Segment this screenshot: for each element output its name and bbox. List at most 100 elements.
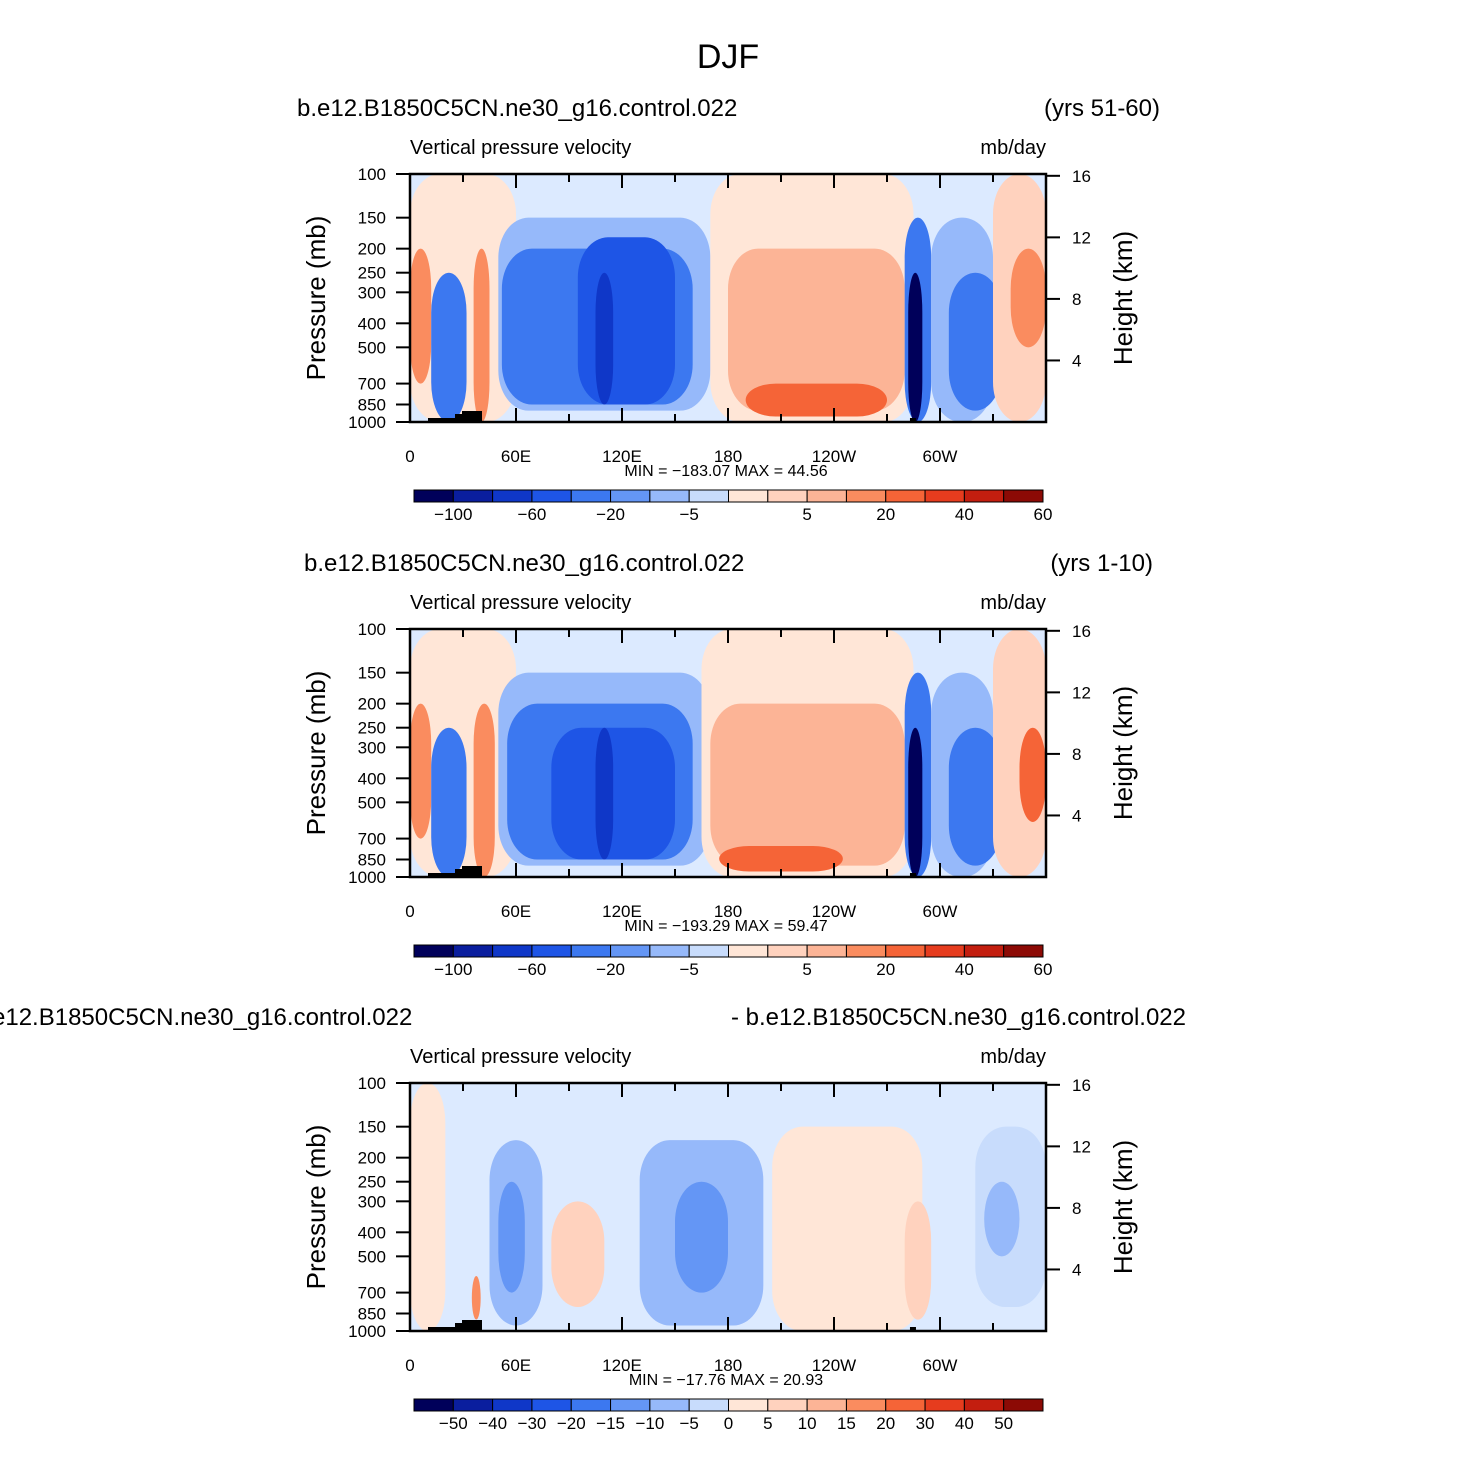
y-right-tick-label: 12 — [1072, 228, 1091, 247]
contour-region — [410, 248, 432, 384]
y-tick-label: 150 — [358, 664, 386, 683]
colorbar-box — [767, 489, 808, 503]
colorbar-box — [728, 1398, 769, 1412]
y-right-tick-label: 8 — [1072, 290, 1081, 309]
y-axis-label: Pressure (mb) — [301, 1125, 331, 1290]
colorbar-label: −20 — [596, 960, 625, 979]
contour-region — [410, 703, 432, 839]
colorbar-label: 60 — [1034, 960, 1053, 979]
contour-region — [904, 1201, 932, 1320]
plot-variable-label: Vertical pressure velocity — [410, 1046, 631, 1068]
colorbar-label: 20 — [876, 960, 895, 979]
x-tick-label: 120E — [602, 1356, 642, 1375]
x-tick-label: 60W — [923, 1356, 958, 1375]
x-tick-label: 60W — [923, 447, 958, 466]
x-tick-label: 60E — [501, 447, 531, 466]
y-right-tick-label: 4 — [1072, 806, 1081, 825]
x-tick-label: 120E — [602, 902, 642, 921]
y-tick-label: 300 — [358, 738, 386, 757]
colorbar-label: −20 — [557, 1414, 586, 1433]
x-tick-label: 120W — [812, 447, 856, 466]
y-right-tick-label: 16 — [1072, 1076, 1091, 1095]
x-tick-label: 120W — [812, 1356, 856, 1375]
min-max-text: MIN = −183.07 MAX = 44.56 — [624, 463, 827, 480]
plot-variable-label: Vertical pressure velocity — [410, 592, 631, 614]
contour-region — [984, 1181, 1020, 1257]
contour-region — [1010, 248, 1046, 348]
panel-right-title: - b.e12.B1850C5CN.ne30_g16.control.022 — [731, 1004, 1186, 1031]
colorbar-box — [649, 944, 690, 958]
colorbar-box — [492, 1398, 533, 1412]
x-tick-label: 120W — [812, 902, 856, 921]
colorbar-box — [688, 1398, 729, 1412]
y-tick-label: 700 — [358, 375, 386, 394]
colorbar-box — [531, 1398, 572, 1412]
x-tick-label: 180 — [714, 902, 742, 921]
colorbar-box — [885, 944, 926, 958]
contour-region — [551, 1201, 605, 1307]
colorbar-box — [531, 944, 572, 958]
y-right-tick-label: 4 — [1072, 1260, 1081, 1279]
colorbar-box — [570, 489, 612, 503]
colorbar-label: −15 — [596, 1414, 625, 1433]
colorbar-label: 10 — [798, 1414, 817, 1433]
colorbar-box — [1003, 944, 1044, 958]
colorbar-box — [963, 944, 1005, 958]
contour-region — [948, 272, 1002, 411]
colorbar-box — [845, 1398, 887, 1412]
y-right-axis-label: Height (km) — [1108, 1140, 1138, 1274]
y-tick-label: 500 — [358, 338, 386, 357]
x-tick-label: 180 — [714, 1356, 742, 1375]
colorbar-box — [413, 1398, 454, 1412]
colorbar-box — [767, 944, 808, 958]
colorbar-label: 40 — [955, 1414, 974, 1433]
colorbar-box — [452, 489, 494, 503]
x-tick-label: 0 — [405, 447, 414, 466]
y-tick-label: 500 — [358, 1247, 386, 1266]
panel-left-title: b.e12.B1850C5CN.ne30_g16.control.022 — [304, 550, 744, 577]
contour-region — [498, 1181, 525, 1293]
colorbar-box — [452, 1398, 494, 1412]
y-tick-label: 400 — [358, 1223, 386, 1242]
contour-field — [410, 1083, 1046, 1331]
colorbar-box — [845, 489, 887, 503]
contour-region — [745, 383, 887, 417]
colorbar-box — [806, 489, 847, 503]
contour-region — [728, 248, 905, 411]
plot-units-label: mb/day — [980, 592, 1046, 614]
colorbar-box — [806, 944, 847, 958]
y-tick-label: 150 — [358, 209, 386, 228]
y-right-tick-label: 12 — [1072, 683, 1091, 702]
colorbar-box — [963, 489, 1005, 503]
colorbar-label: 5 — [763, 1414, 772, 1433]
colorbar-label: 30 — [916, 1414, 935, 1433]
colorbar-box — [885, 489, 926, 503]
y-tick-label: 100 — [358, 620, 386, 639]
colorbar-label: −40 — [478, 1414, 507, 1433]
y-right-tick-label: 4 — [1072, 351, 1081, 370]
y-tick-label: 250 — [358, 1173, 386, 1192]
colorbar-box — [688, 944, 729, 958]
y-tick-label: 200 — [358, 695, 386, 714]
colorbar-label: 15 — [837, 1414, 856, 1433]
colorbar-label: 40 — [955, 505, 974, 524]
x-tick-label: 60E — [501, 1356, 531, 1375]
contour-region — [675, 1181, 728, 1293]
colorbar-box — [570, 944, 612, 958]
colorbar-label: 60 — [1034, 505, 1053, 524]
colorbar-box — [1003, 489, 1044, 503]
panel-2: b.e12.B1850C5CN.ne30_g16.control.022 (yrs… — [301, 550, 1153, 979]
contour-region — [948, 727, 1002, 866]
x-tick-label: 0 — [405, 902, 414, 921]
y-tick-label: 100 — [358, 1074, 386, 1093]
colorbar-box — [492, 489, 533, 503]
contour-region — [410, 1083, 446, 1331]
colorbar-box — [885, 1398, 926, 1412]
colorbar-label: −5 — [679, 1414, 698, 1433]
plot-units-label: mb/day — [980, 137, 1046, 159]
topography — [428, 1320, 482, 1331]
y-right-axis-label: Height (km) — [1108, 686, 1138, 820]
colorbar-label: 5 — [802, 505, 811, 524]
colorbar-box — [531, 489, 572, 503]
